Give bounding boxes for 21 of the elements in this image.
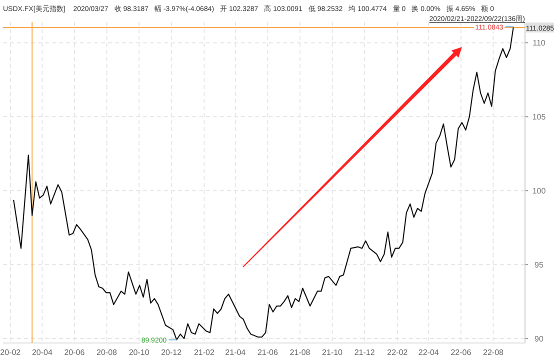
x-tick-label: 22-08 (483, 348, 504, 357)
x-tick-label: 21-10 (322, 348, 344, 357)
y-tick-label: 90 (534, 334, 544, 344)
y-tick-label: 105 (532, 112, 546, 122)
x-tick-label: 21-12 (354, 348, 376, 357)
x-tick-label: 21-08 (290, 348, 311, 357)
x-tick-label: 21-04 (225, 348, 246, 357)
x-tick-label: 20-02 (0, 348, 22, 357)
x-tick-label: 22-06 (450, 348, 472, 357)
x-tick-label: 22-02 (387, 348, 408, 357)
x-tick-label: 21-02 (194, 348, 215, 357)
y-tick-label: 100 (532, 186, 546, 196)
y-tick-label: 110 (532, 38, 546, 48)
x-tick-label: 20-10 (128, 348, 150, 357)
y-tick-label: 95 (534, 260, 544, 270)
x-tick-label: 20-06 (64, 348, 86, 357)
x-tick-label: 21-06 (257, 348, 278, 357)
x-tick-label: 22-04 (418, 348, 440, 357)
x-tick-label: 20-12 (161, 348, 182, 357)
x-tick-label: 20-04 (32, 348, 53, 357)
x-tick-label: 20-08 (96, 348, 118, 357)
